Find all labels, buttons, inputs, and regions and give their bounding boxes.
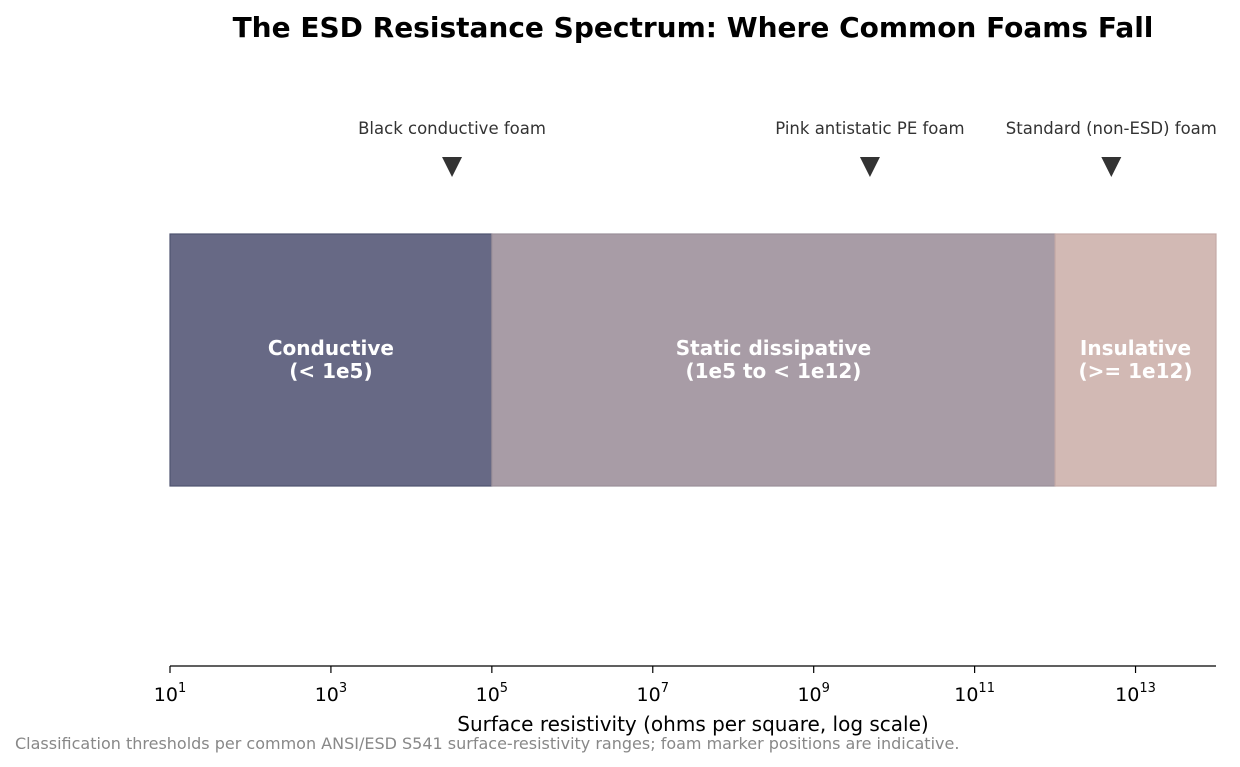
band-conductive [169, 233, 493, 487]
band-label-conductive: Conductive [268, 336, 394, 360]
x-tick-label-7: 107 [637, 681, 669, 706]
marker-pink-antistatic-pe-foam [859, 157, 880, 177]
x-tick-label-13: 1013 [1115, 681, 1156, 706]
resistance-bands: Conductive(< 1e5) Static dissipative(1e5 … [169, 233, 1217, 487]
x-tick-label-1: 101 [154, 681, 186, 706]
band-label-insulative: Insulative [1080, 336, 1191, 360]
x-tick-label-3: 103 [315, 681, 347, 706]
chart-title: The ESD Resistance Spectrum: Where Commo… [233, 11, 1154, 44]
x-tick-label-5: 105 [476, 681, 508, 706]
x-axis-label: Surface resistivity (ohms per square, lo… [457, 712, 928, 736]
band-static-dissipative [491, 233, 1056, 487]
marker-label-black-conductive-foam: Black conductive foam [358, 119, 546, 138]
band-insulative [1054, 233, 1217, 487]
x-tick-label-11: 1011 [954, 681, 995, 706]
band-range-conductive: (< 1e5) [289, 359, 372, 383]
footnote: Classification thresholds per common ANS… [15, 734, 959, 753]
marker-label-pink-antistatic-pe-foam: Pink antistatic PE foam [775, 119, 964, 138]
x-axis: 101 103 105 107 109 1011 1013 [154, 665, 1216, 706]
marker-label-standard-non-esd-foam: Standard (non-ESD) foam [1006, 119, 1217, 138]
band-label-static-dissipative: Static dissipative [676, 336, 871, 360]
band-range-static-dissipative: (1e5 to < 1e12) [685, 359, 861, 383]
foam-markers: Black conductive foam Pink antistatic PE … [358, 119, 1217, 177]
marker-standard-non-esd-foam [1101, 157, 1122, 177]
x-tick-label-9: 109 [797, 681, 829, 706]
marker-black-conductive-foam [442, 157, 463, 177]
band-range-insulative: (>= 1e12) [1078, 359, 1192, 383]
